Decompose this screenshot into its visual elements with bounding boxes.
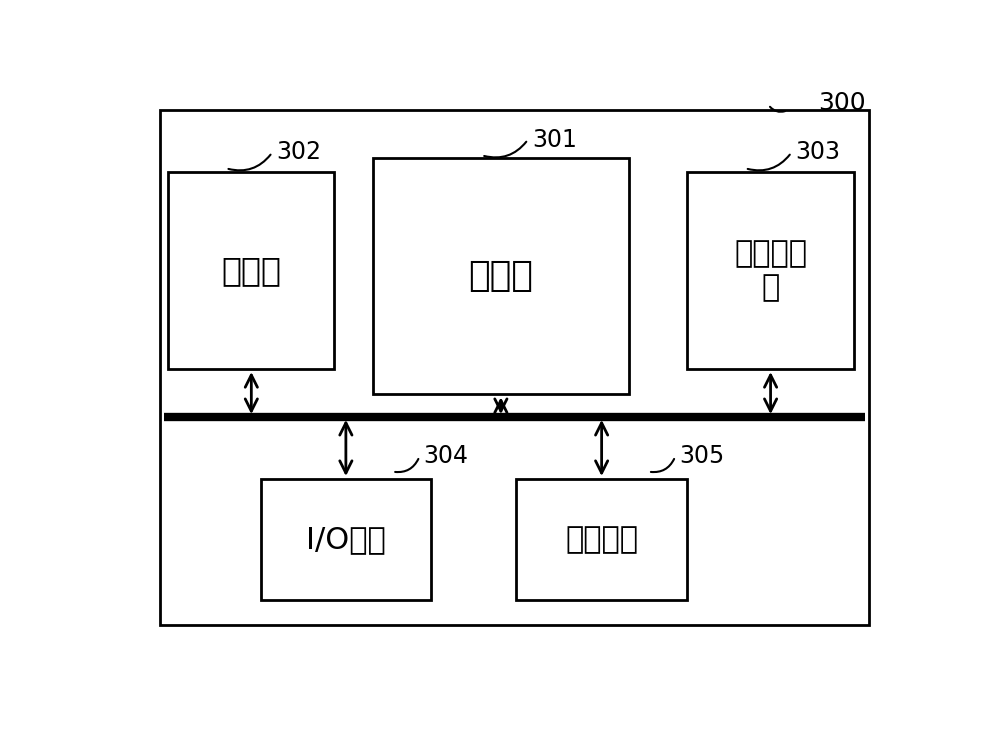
Text: 304: 304 (423, 444, 468, 469)
Text: 处理器: 处理器 (468, 260, 533, 293)
Text: 通信组件: 通信组件 (565, 525, 638, 554)
Text: 302: 302 (276, 140, 321, 164)
Text: 存储器: 存储器 (221, 254, 281, 287)
Bar (373, 158, 629, 395)
Bar (168, 172, 334, 369)
Bar (687, 172, 854, 369)
Text: 303: 303 (795, 140, 840, 164)
Text: 300: 300 (819, 91, 866, 115)
Text: 305: 305 (679, 444, 724, 469)
Text: I/O接口: I/O接口 (306, 525, 386, 554)
Text: 301: 301 (532, 127, 577, 151)
Bar (261, 479, 431, 600)
Text: 多媒体组
件: 多媒体组 件 (734, 239, 807, 302)
Bar (516, 479, 687, 600)
